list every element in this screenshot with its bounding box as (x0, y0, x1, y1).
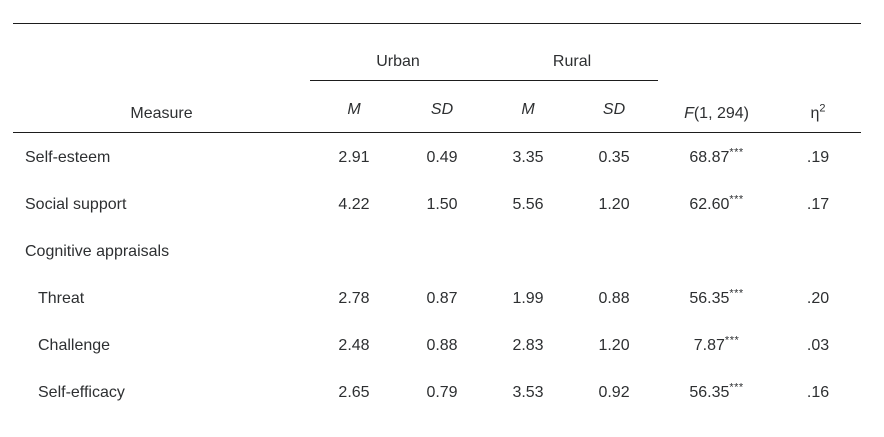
eta-exponent: 2 (819, 102, 826, 115)
rural-sd-value: 0.35 (598, 149, 630, 166)
urban-sd-value (398, 227, 486, 274)
column-group-rural: Rural (486, 23, 659, 81)
header-row-groups: Measure Urban Rural F(1, 294) η2 (13, 23, 861, 122)
spacer-row (13, 415, 861, 437)
table-body: Self-esteem 2.91 0.49 3.35 0.35 68.87***… (13, 133, 861, 437)
anova-results-table: Measure Urban Rural F(1, 294) η2 M SD M … (13, 23, 862, 437)
eta-squared-value: .20 (806, 290, 830, 307)
significance-asterisks: *** (729, 287, 744, 300)
urban-mean-value (310, 227, 398, 274)
f-value: 7.87*** (658, 321, 775, 368)
f-df: (1, 294) (693, 105, 749, 122)
rural-mean-value: 5.56 (512, 196, 544, 213)
column-header-eta-squared: η2 (775, 24, 861, 133)
rural-sd-value: 1.20 (598, 337, 630, 354)
table-row-social-support: Social support 4.22 1.50 5.56 1.20 62.60… (13, 180, 861, 227)
rural-mean-value: 3.35 (512, 149, 544, 166)
column-group-urban: Urban (310, 23, 487, 81)
urban-sd-value: 0.87 (426, 290, 458, 307)
column-header-urban-mean: M (347, 101, 361, 118)
rural-sd-value (570, 227, 658, 274)
table-header: Measure Urban Rural F(1, 294) η2 M SD M … (13, 23, 862, 133)
row-label: Self-esteem (25, 149, 111, 166)
f-value: 56.35*** (658, 368, 775, 415)
row-label: Self-efficacy (38, 384, 125, 401)
urban-mean-value: 2.48 (338, 337, 370, 354)
f-value: 56.35*** (658, 274, 775, 321)
urban-mean-value: 2.91 (338, 149, 370, 166)
significance-asterisks: *** (729, 193, 744, 206)
f-number: 62.60 (689, 196, 730, 213)
column-header-urban-sd: SD (430, 101, 454, 118)
urban-sd-value: 1.50 (426, 196, 458, 213)
rural-mean-value: 1.99 (512, 290, 544, 307)
urban-sd-value: 0.79 (426, 384, 458, 401)
column-header-f-statistic: F(1, 294) (658, 24, 775, 133)
eta-squared-value: .19 (806, 149, 830, 166)
significance-asterisks: *** (724, 334, 740, 347)
column-header-measure: Measure (130, 105, 193, 122)
rural-sd-value: 0.92 (598, 384, 630, 401)
urban-mean-value: 4.22 (338, 196, 370, 213)
f-value (658, 227, 775, 274)
urban-sd-value: 0.88 (426, 337, 458, 354)
table-row-challenge: Challenge 2.48 0.88 2.83 1.20 7.87*** .0… (13, 321, 861, 368)
table-row-self-esteem: Self-esteem 2.91 0.49 3.35 0.35 68.87***… (13, 133, 861, 181)
row-label: Threat (38, 290, 85, 307)
urban-sd-value: 0.49 (426, 149, 458, 166)
rural-mean-value: 2.83 (512, 337, 544, 354)
row-label: Social support (25, 196, 127, 213)
f-number: 56.35 (689, 384, 730, 401)
header-row-substats: M SD M SD (13, 81, 861, 133)
rural-mean-value: 3.53 (512, 384, 544, 401)
column-header-rural-sd: SD (602, 101, 626, 118)
urban-mean-value: 2.78 (338, 290, 370, 307)
significance-asterisks: *** (729, 381, 744, 394)
eta-squared-value: .16 (806, 384, 830, 401)
eta-squared-value: .17 (806, 196, 830, 213)
table-row-threat: Threat 2.78 0.87 1.99 0.88 56.35*** .20 (13, 274, 861, 321)
significance-asterisks: *** (729, 146, 744, 159)
column-header-rural-mean: M (521, 101, 535, 118)
rural-mean-value (486, 227, 570, 274)
f-symbol: F (684, 105, 694, 122)
table-row-cognitive-appraisals-section: Cognitive appraisals (13, 227, 861, 274)
f-number: 68.87 (689, 149, 730, 166)
row-label: Challenge (38, 337, 111, 354)
f-number: 56.35 (689, 290, 730, 307)
eta-squared-value (775, 227, 861, 274)
urban-mean-value: 2.65 (338, 384, 370, 401)
f-number: 7.87 (693, 337, 725, 354)
eta-symbol: η (810, 105, 820, 122)
rural-sd-value: 1.20 (598, 196, 630, 213)
f-value: 62.60*** (658, 180, 775, 227)
section-label: Cognitive appraisals (25, 243, 170, 260)
spacer-cell (13, 415, 861, 437)
f-value: 68.87*** (658, 133, 775, 181)
eta-squared-value: .03 (806, 337, 830, 354)
rural-sd-value: 0.88 (598, 290, 630, 307)
table-row-self-efficacy: Self-efficacy 2.65 0.79 3.53 0.92 56.35*… (13, 368, 861, 415)
